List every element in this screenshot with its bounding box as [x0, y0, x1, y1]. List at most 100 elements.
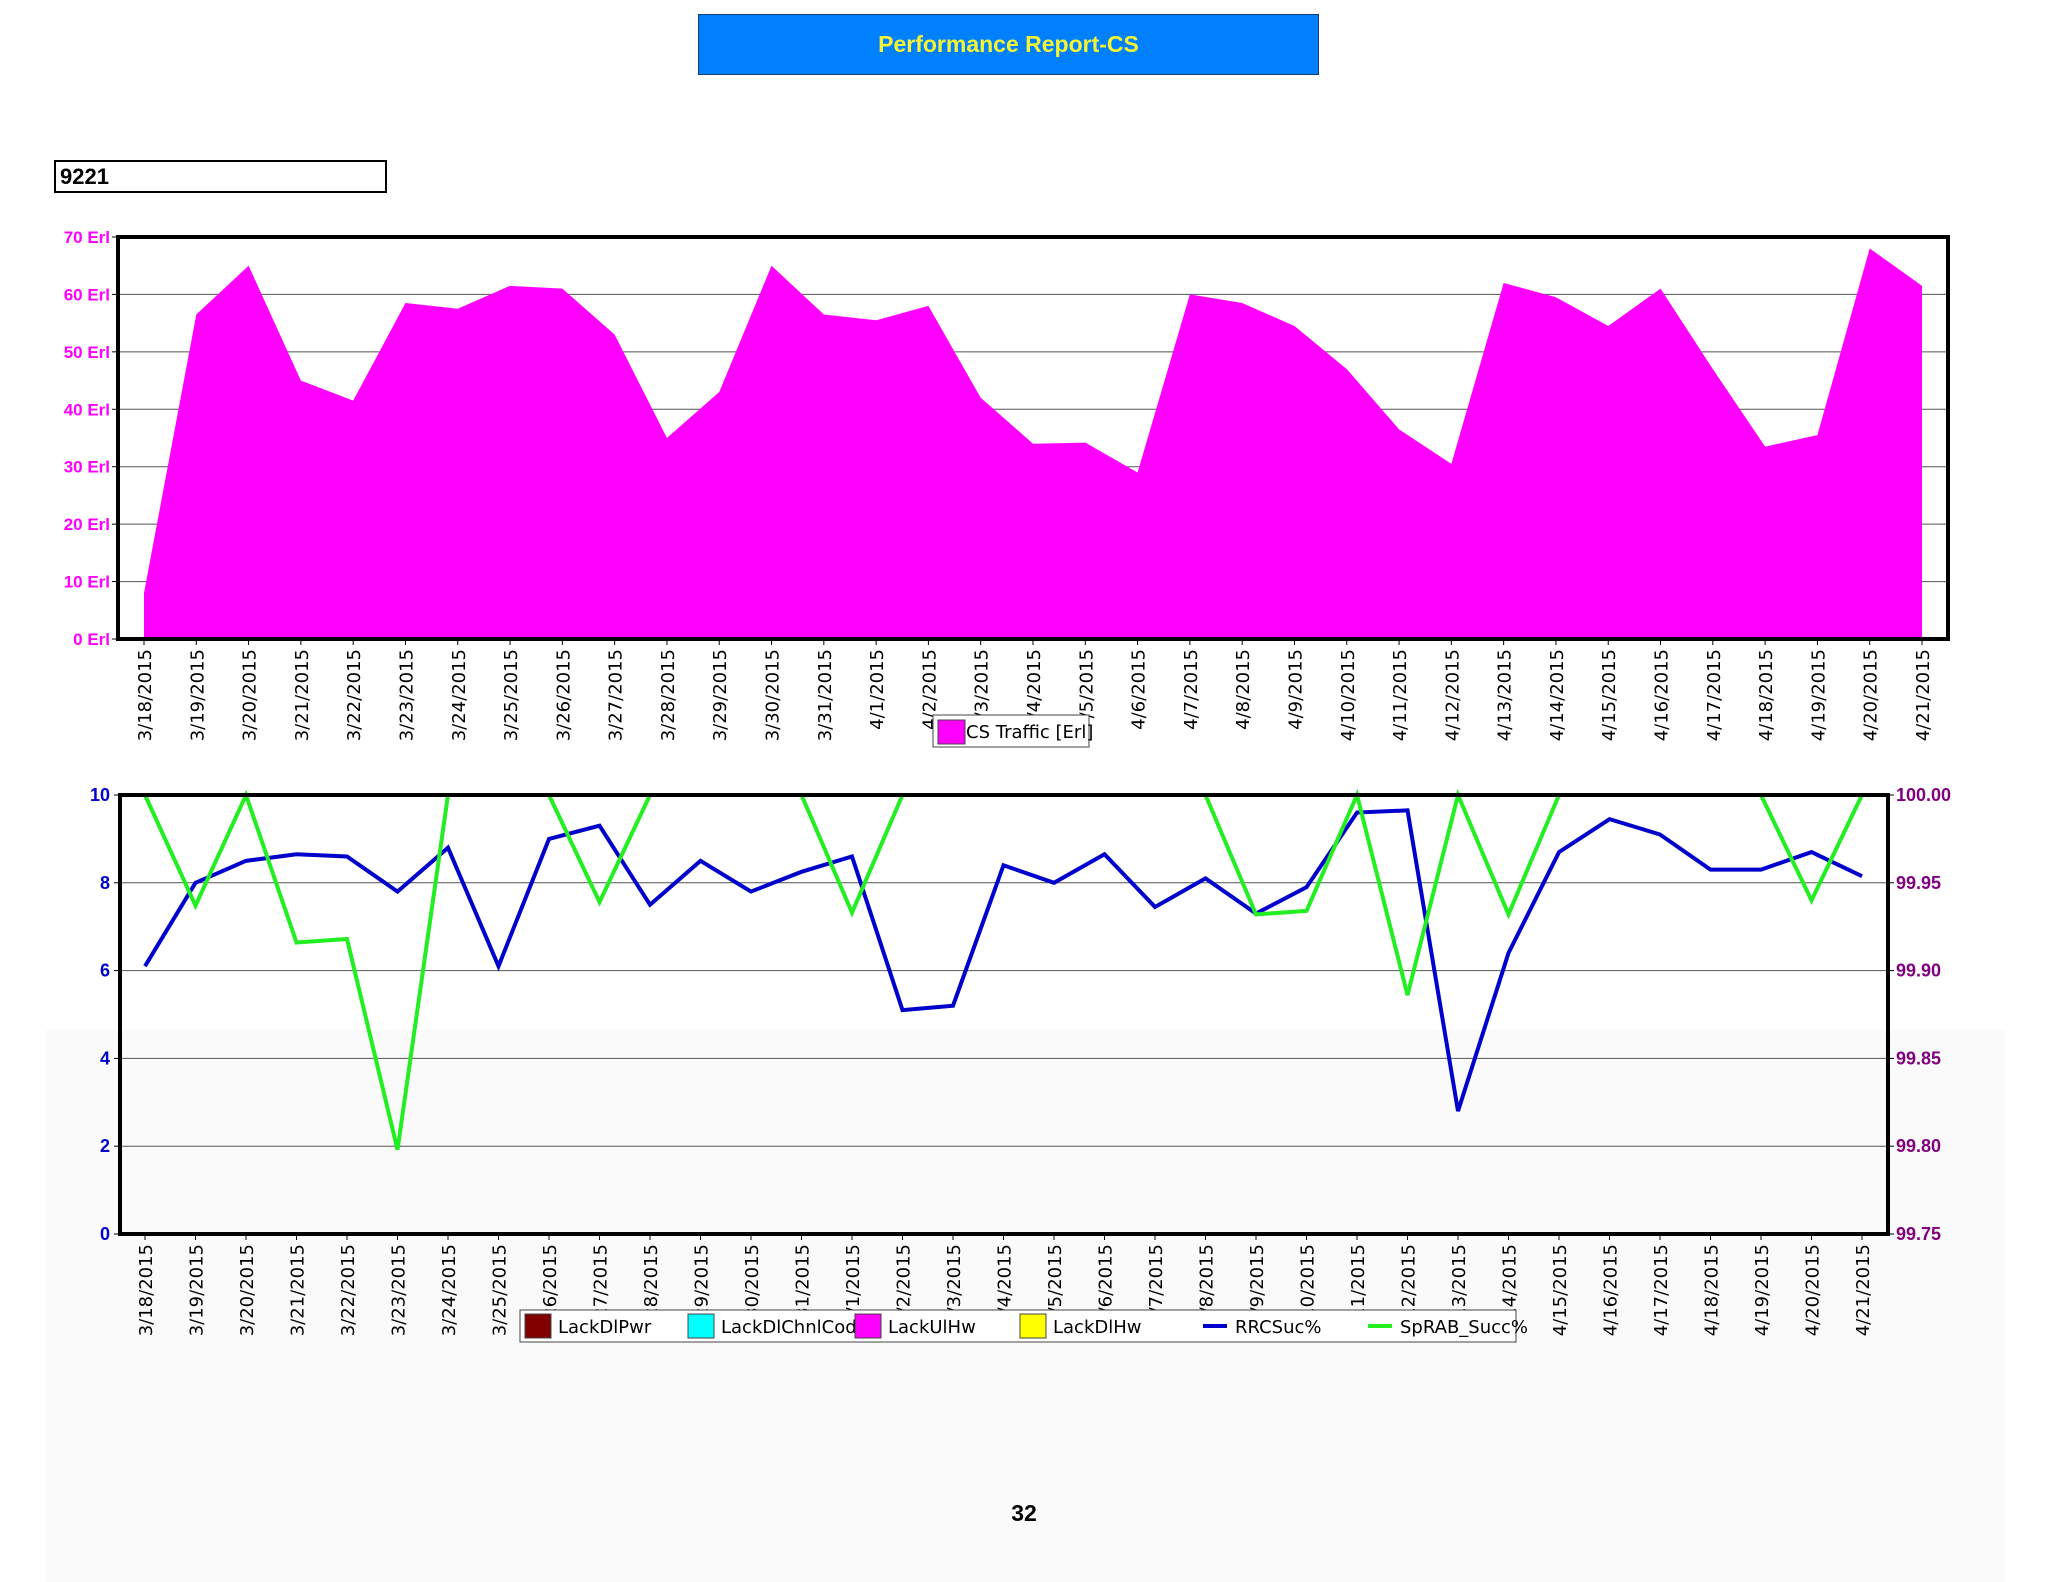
x-tick-label: 3/18/2015: [135, 649, 156, 741]
legend-swatch-lackdlhw: [1019, 1313, 1047, 1339]
x-tick-label: 11/2015: [1348, 1244, 1369, 1319]
success-rate-chart: 0 2 4 6 8 10 99.75 99.80 99.85 99.90 99.95 100.00 3/…: [90, 785, 1951, 1343]
y-left-tick-label: 0: [100, 1224, 110, 1244]
x-tick-label: 4/2/2015: [919, 649, 940, 730]
x-tick-label: 3/18/2015: [136, 1244, 157, 1336]
x-tick-label: 30/2015: [742, 1244, 763, 1319]
y-right-tick-label: 99.90: [1896, 961, 1941, 981]
x-tick-label: 4/18/2015: [1702, 1244, 1723, 1336]
x-tick-label: /9/2015: [1247, 1244, 1268, 1313]
legend-label-lackdlchnlcode: LackDlChnlCode: [721, 1317, 868, 1338]
x-tick-label: /1/2015: [843, 1244, 864, 1313]
x-tick-label: 4/9/2015: [1285, 649, 1306, 730]
x-tick-label: 3/25/2015: [490, 1244, 511, 1336]
x-tick-label: 3/27/2015: [606, 649, 627, 741]
x-tick-label: 4/17/2015: [1704, 649, 1725, 741]
x-tick-label: 26/2015: [540, 1244, 561, 1319]
page-background: [46, 1030, 2006, 1582]
legend-label-sprab-succ: SpRAB_Succ%: [1400, 1317, 1528, 1338]
legend-label: CS Traffic [Erl]: [966, 722, 1093, 743]
x-tick-label: 3/25/2015: [501, 649, 522, 741]
y-tick-label: 40 Erl: [64, 400, 110, 419]
legend-box: [519, 1309, 1517, 1343]
y-right-tick-label: 100.00: [1896, 785, 1951, 805]
x-tick-label: 4/15/2015: [1550, 1244, 1571, 1336]
x-tick-label: 4/10/2015: [1338, 649, 1359, 741]
report-title: Performance Report-CS: [698, 14, 1319, 75]
x-tick-label: 4/8/2015: [1233, 649, 1254, 730]
x-tick-label: 14/2015: [1500, 1244, 1521, 1319]
x-tick-label: 12/2015: [1399, 1244, 1420, 1319]
y-left-tick-label: 4: [100, 1048, 110, 1068]
x-tick-label: 3/21/2015: [292, 649, 313, 741]
y-tick-label: 10 Erl: [64, 573, 110, 592]
y-tick-label: 0 Erl: [73, 630, 110, 649]
legend-swatch-lackdlchnlcode: [687, 1313, 715, 1339]
legend-label-lackulhw: LackUlHw: [888, 1317, 976, 1338]
x-tick-label: /2/2015: [894, 1244, 915, 1313]
y-left-tick-label: 2: [100, 1136, 110, 1156]
x-tick-label: 4/19/2015: [1808, 649, 1829, 741]
y-left-tick-label: 10: [90, 785, 110, 805]
x-tick-label: 4/20/2015: [1861, 649, 1882, 741]
x-tick-label: 10/2015: [1298, 1244, 1319, 1319]
x-tick-label: /4/2015: [1024, 649, 1045, 718]
x-tick-label: /4/2015: [995, 1244, 1016, 1313]
x-tick-label: 3/28/2015: [658, 649, 679, 741]
x-tick-label: 4/18/2015: [1756, 649, 1777, 741]
y-right-tick-label: 99.80: [1896, 1136, 1941, 1156]
y-tick-label: 20 Erl: [64, 515, 110, 534]
x-tick-label: /5/2015: [1076, 649, 1097, 718]
legend-label-rrcsuc: RRCSuc%: [1235, 1317, 1322, 1338]
legend-swatch-lackdlpwr: [524, 1313, 552, 1339]
x-tick-label: 3/21/2015: [288, 1244, 309, 1336]
y-tick-label: 60 Erl: [64, 285, 110, 304]
x-tick-label: 4/14/2015: [1547, 649, 1568, 741]
y-tick-label: 70 Erl: [64, 228, 110, 247]
legend-swatch-lackulhw: [854, 1313, 882, 1339]
x-tick-label: /7/2015: [1146, 1244, 1167, 1313]
y-right-tick-label: 99.75: [1896, 1224, 1941, 1244]
x-tick-label: 31/2015: [793, 1244, 814, 1319]
x-tick-label: 3/29/2015: [710, 649, 731, 741]
site-label: 9221: [54, 160, 387, 193]
x-tick-label: 4/21/2015: [1853, 1244, 1874, 1336]
x-tick-label: /6/2015: [1096, 1244, 1117, 1313]
x-tick-label: 3/24/2015: [439, 1244, 460, 1336]
x-tick-label: 3/22/2015: [338, 1244, 359, 1336]
legend-label-lackdlhw: LackDlHw: [1053, 1317, 1142, 1338]
x-tick-label: 27/2015: [591, 1244, 612, 1319]
legend-swatch: [937, 719, 966, 745]
legend-label-lackdlpwr: LackDlPwr: [558, 1317, 652, 1338]
x-tick-label: /5/2015: [1045, 1244, 1066, 1313]
x-tick-label: /3/2015: [972, 649, 993, 718]
x-tick-label: 3/26/2015: [553, 649, 574, 741]
x-tick-label: 4/16/2015: [1652, 649, 1673, 741]
y-tick-label: 50 Erl: [64, 343, 110, 362]
x-tick-label: 4/19/2015: [1752, 1244, 1773, 1336]
cs-traffic-chart: 0 Erl 10 Erl 20 Erl 30 Erl 40 Erl 50 Erl 60 Er…: [64, 228, 1950, 748]
y-right-tick-label: 99.95: [1896, 873, 1941, 893]
x-tick-label: 4/21/2015: [1913, 649, 1934, 741]
rrcsuc-line: [143, 808, 1863, 1112]
x-tick-label: 3/24/2015: [449, 649, 470, 741]
x-tick-label: 4/16/2015: [1601, 1244, 1622, 1336]
x-tick-label: 4/7/2015: [1181, 649, 1202, 730]
x-tick-label: 4/13/2015: [1495, 649, 1516, 741]
x-tick-label: 29/2015: [692, 1244, 713, 1319]
x-tick-label: 4/17/2015: [1651, 1244, 1672, 1336]
y-right-tick-label: 99.85: [1896, 1048, 1941, 1068]
x-tick-label: 4/6/2015: [1129, 649, 1150, 730]
x-tick-label: 3/19/2015: [187, 649, 208, 741]
plot-frame: [118, 793, 1890, 1236]
x-tick-label: 3/19/2015: [187, 1244, 208, 1336]
x-tick-label: /8/2015: [1197, 1244, 1218, 1313]
x-tick-label: 13/2015: [1449, 1244, 1470, 1319]
x-tick-label: 4/11/2015: [1390, 649, 1411, 741]
page-number: 32: [1011, 1500, 1037, 1526]
x-tick-label: 4/20/2015: [1803, 1244, 1824, 1336]
x-tick-label: 3/23/2015: [396, 649, 417, 741]
x-tick-label: 3/23/2015: [389, 1244, 410, 1336]
x-tick-label: 4/15/2015: [1599, 649, 1620, 741]
x-tick-label: /3/2015: [944, 1244, 965, 1313]
